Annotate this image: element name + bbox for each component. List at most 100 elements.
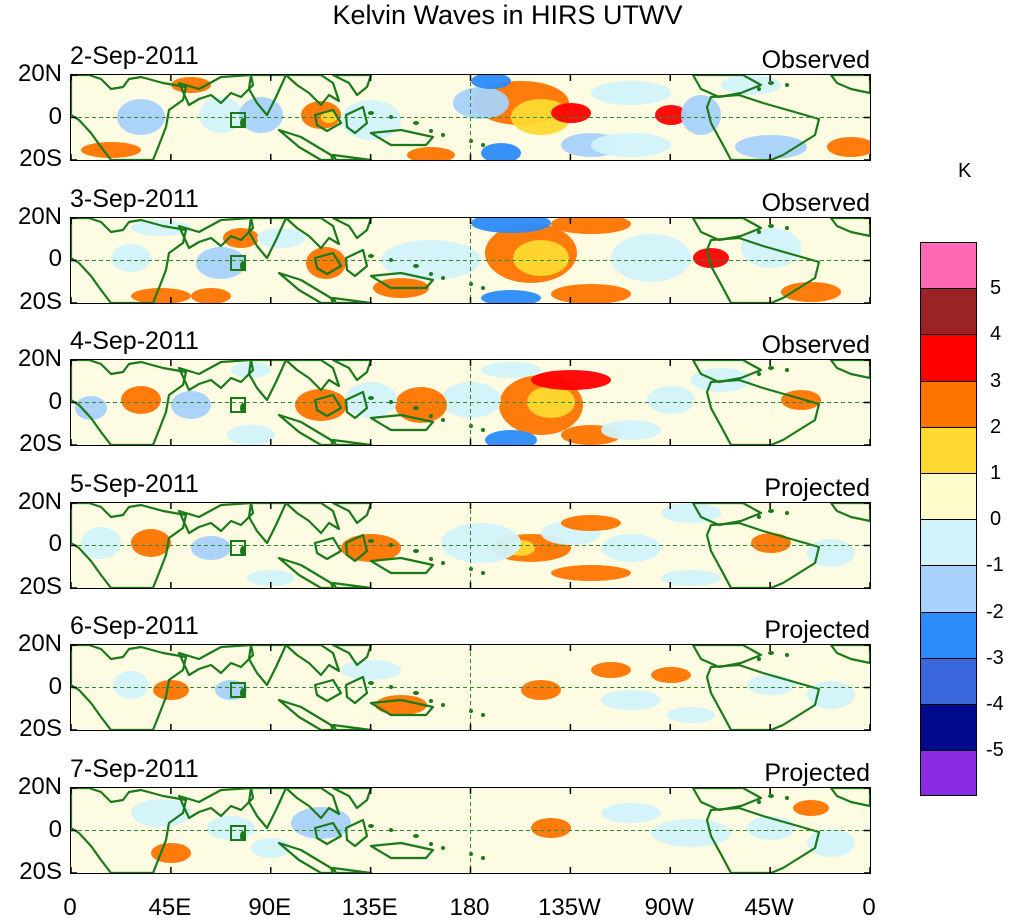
panel-date-label: 3-Sep-2011 [70,184,199,213]
anomaly-contour [375,695,427,716]
coastline [177,645,255,677]
y-tick-label: 20N [17,202,62,230]
anomaly-contour [341,660,401,681]
island [413,121,419,125]
coastline [829,360,870,380]
coastline [71,502,188,588]
coastline [691,75,763,99]
anomaly-map [70,501,871,589]
island [757,800,761,804]
island [768,223,774,228]
coastline [344,391,369,420]
island [413,548,419,553]
anomaly-map [70,359,871,447]
colorbar-label: -2 [986,600,1004,623]
coastline [277,699,335,731]
coastline [369,699,435,717]
anomaly-contour [191,287,231,303]
coastline [177,75,255,107]
coastline [284,502,341,534]
y-tick-label: 20N [17,773,62,800]
island [429,271,433,276]
coastline [313,536,343,560]
anomaly-contour [661,502,721,523]
y-tick-label: 20S [19,287,62,315]
anomaly-contour [611,233,691,282]
coastline [331,439,373,446]
anomaly-contour [481,289,541,303]
anomaly-field [71,645,870,731]
anomaly-contour [341,533,401,562]
y-tick-label: 20S [19,858,62,885]
y-tick-label: 20S [19,572,62,600]
anomaly-contour [321,111,337,123]
island [368,111,374,115]
y-tick-label: 0 [48,815,62,843]
x-tick-label: 135E [341,894,398,921]
island [785,225,789,230]
coastline [705,521,821,588]
anomaly-contour [521,680,561,701]
anomaly-contour [81,526,121,559]
coastline [277,128,335,160]
y-tick-label: 20N [17,487,62,515]
coastline [331,360,373,382]
island [368,253,374,258]
anomaly-contour [151,843,191,863]
coastline [313,821,343,846]
panel-date-label: 2-Sep-2011 [70,42,199,70]
coastline [284,360,341,392]
coastline [369,128,435,147]
island [768,81,774,85]
anomaly-contour [735,135,807,159]
island [413,406,419,411]
anomaly-contour [691,368,751,393]
anomaly-contour [551,283,631,303]
coastline [284,75,341,107]
y-tick-label: 0 [48,102,62,130]
x-tick-label: 0 [862,894,876,921]
anomaly-field [71,502,870,588]
colorbar-label: 3 [990,369,1002,392]
colorbar-label: 4 [990,323,1002,346]
island [441,846,445,850]
x-tick-label: 135W [538,894,601,921]
anomaly-contour [121,386,161,415]
coastline [691,217,763,241]
colorbar-label: 1 [990,462,1002,484]
anomaly-contour [651,667,691,684]
island [481,285,485,290]
anomaly-contour [481,143,521,160]
colorbar-label: 2 [990,415,1002,438]
coastline [284,788,341,820]
anomaly-contour [407,147,455,160]
coastline [829,788,870,808]
y-tick-label: 0 [48,245,62,273]
coastline [277,414,335,446]
anomaly-contour [601,420,661,441]
island [481,570,485,575]
panel-date-label: 7-Sep-2011 [70,755,199,783]
coastline [331,153,373,160]
panel-status-label: Projected [764,759,870,787]
y-tick-label: 20S [19,715,62,743]
coastline [71,75,188,160]
coastline [177,502,255,534]
panel-status-label: Observed [761,331,870,360]
anomaly-contour [651,819,731,847]
island [768,366,774,371]
coastline [247,217,288,259]
x-tick-label: 180 [449,894,490,921]
anomaly-contour [721,75,781,95]
map-panel: 4-Sep-2011 Observed 20N 0 20S [0,327,900,470]
panel-status-label: Observed [761,46,870,74]
anomaly-contour [306,246,346,279]
region-box [230,682,246,699]
anomaly-contour [131,219,191,236]
anomaly-contour [291,807,351,839]
anomaly-contour [551,103,591,123]
coastline [829,502,870,522]
coastline [313,679,343,703]
anomaly-contour [531,818,571,838]
anomaly-contour [257,227,305,248]
